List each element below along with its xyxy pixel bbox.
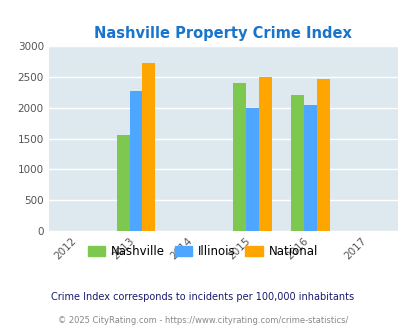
Text: Crime Index corresponds to incidents per 100,000 inhabitants: Crime Index corresponds to incidents per… (51, 292, 354, 302)
Bar (142, 63, 155, 231)
Bar (245, 108, 258, 231)
Title: Nashville Property Crime Index: Nashville Property Crime Index (94, 26, 352, 41)
Bar (303, 105, 316, 231)
Bar (232, 83, 245, 231)
Bar (291, 95, 303, 231)
Bar (316, 80, 329, 231)
Bar (258, 77, 271, 231)
Bar (117, 135, 129, 231)
Legend: Nashville, Illinois, National: Nashville, Illinois, National (83, 241, 322, 263)
Bar (129, 91, 142, 231)
Text: © 2025 CityRating.com - https://www.cityrating.com/crime-statistics/: © 2025 CityRating.com - https://www.city… (58, 316, 347, 325)
